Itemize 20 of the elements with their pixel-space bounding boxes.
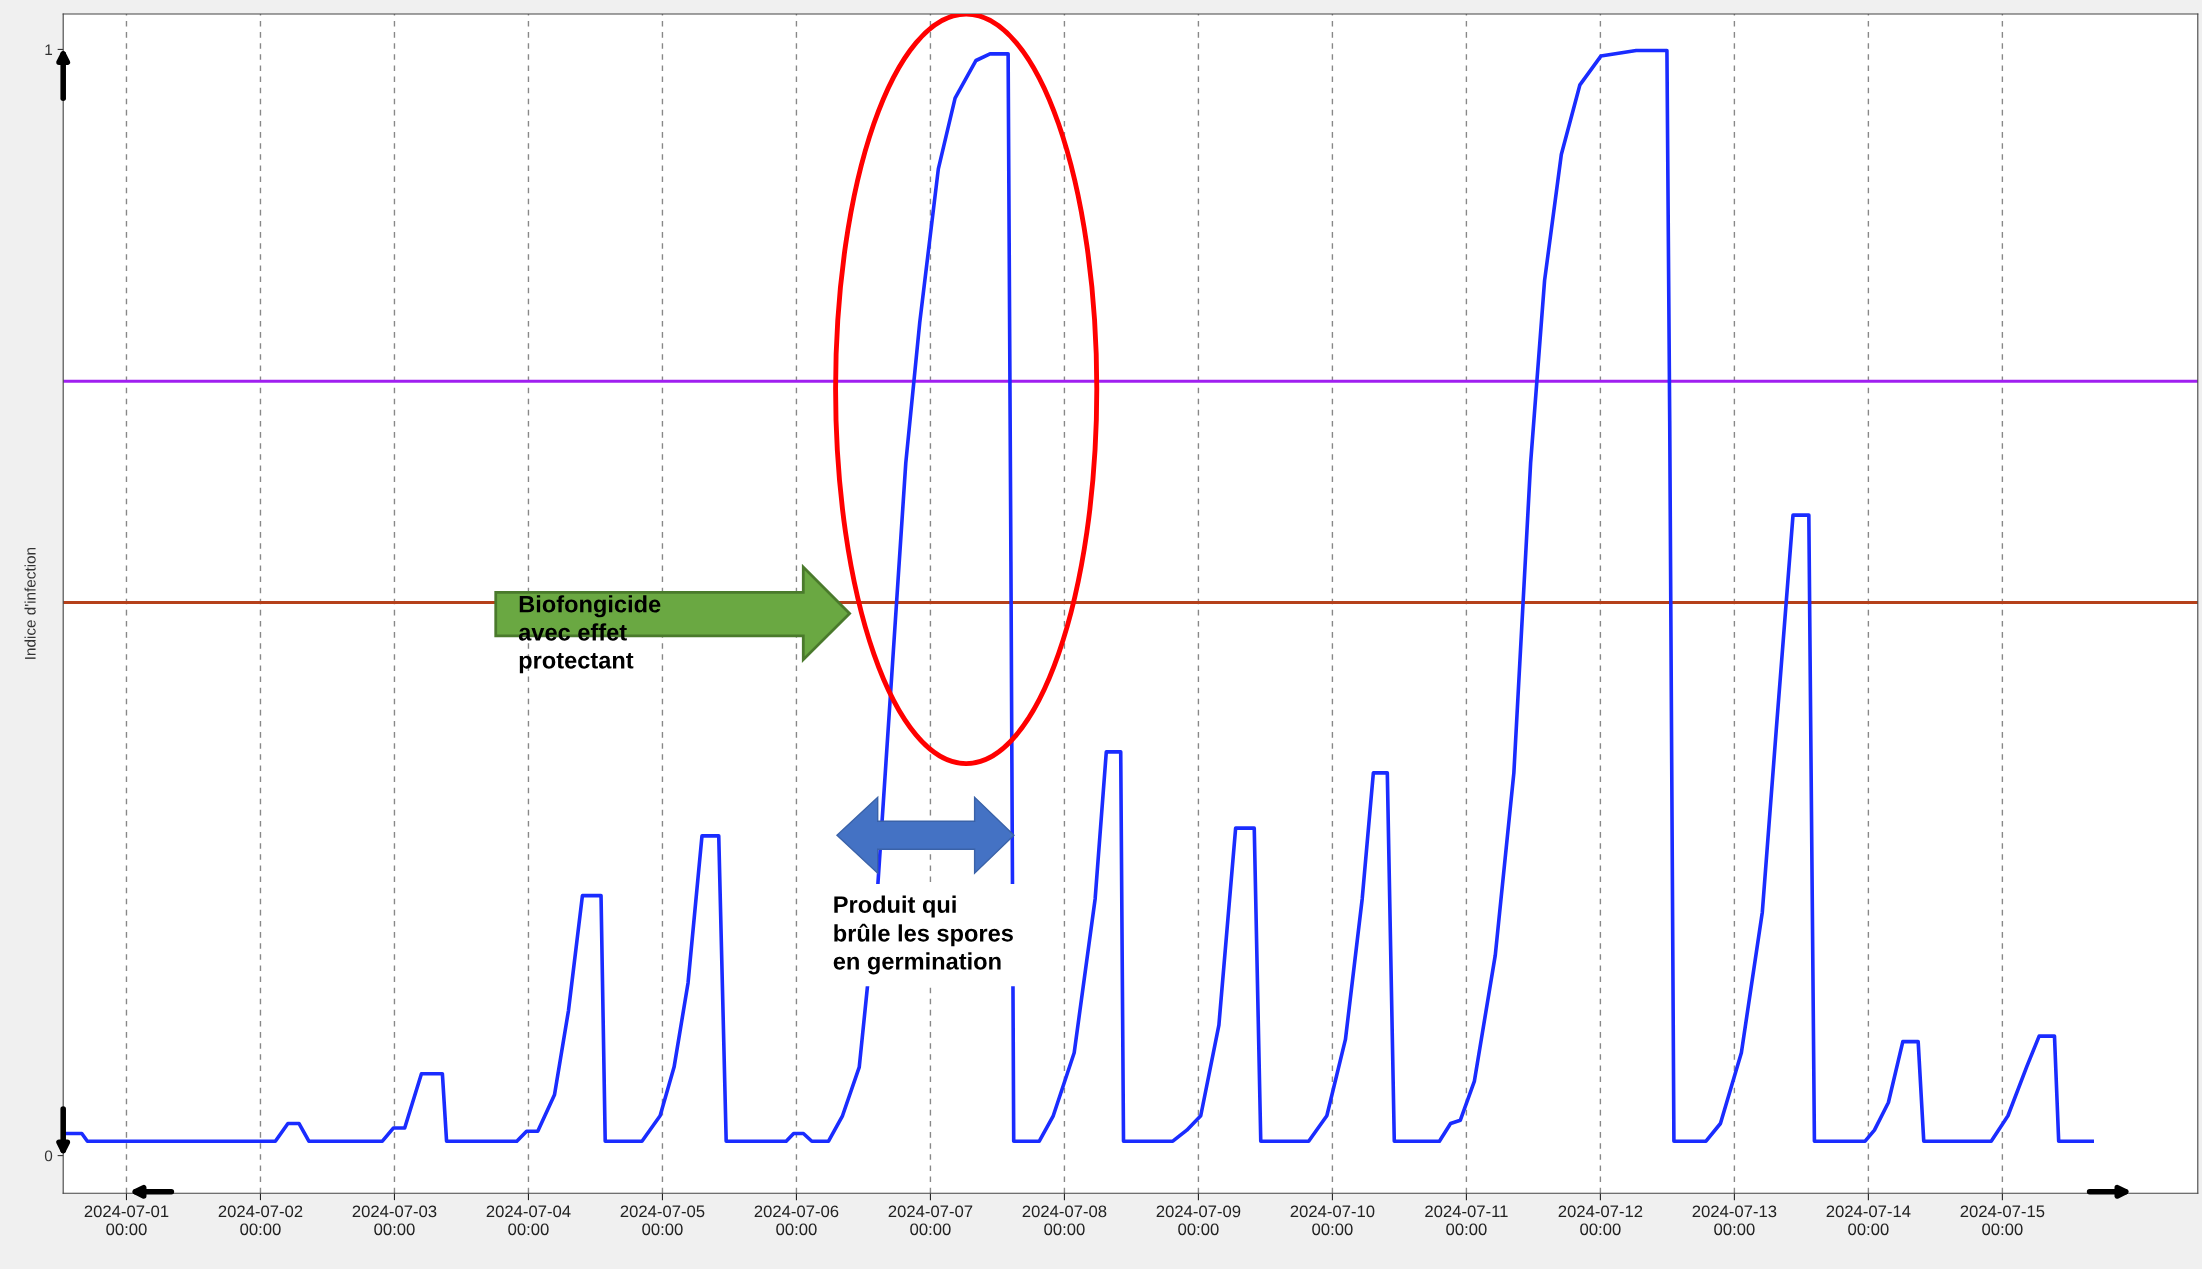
x-tick-label: 2024-07-03 00:00 — [352, 1205, 437, 1236]
annotation: Produit qui brûle les spores en germination — [833, 895, 1013, 975]
x-tick-label: 2024-07-04 00:00 — [486, 1205, 571, 1236]
x-tick-label: 2024-07-09 00:00 — [1156, 1205, 1241, 1236]
x-tick-label: 2024-07-14 00:00 — [1826, 1205, 1911, 1236]
x-tick-label: 2024-07-05 00:00 — [620, 1205, 705, 1236]
x-tick-label: 2024-07-13 00:00 — [1692, 1205, 1777, 1236]
x-tick-label: 2024-07-08 00:00 — [1022, 1205, 1107, 1236]
x-tick-label: 2024-07-11 00:00 — [1425, 1205, 1508, 1236]
x-tick-label: 2024-07-12 00:00 — [1558, 1205, 1643, 1236]
y-tick-label: 0 — [44, 1150, 53, 1162]
x-tick-label: 2024-07-10 00:00 — [1290, 1205, 1375, 1236]
x-tick-label: 2024-07-15 00:00 — [1960, 1205, 2045, 1236]
x-tick-label: 2024-07-02 00:00 — [218, 1205, 303, 1236]
y-tick-label: 1 — [45, 44, 53, 55]
x-tick-label: 2024-07-07 00:00 — [888, 1205, 973, 1236]
y-axis-title: Indice d'infection — [24, 547, 36, 659]
x-tick-label: 2024-07-01 00:00 — [84, 1205, 169, 1236]
line-series — [63, 48, 2094, 1144]
x-tick-label: 2024-07-06 00:00 — [754, 1205, 839, 1236]
